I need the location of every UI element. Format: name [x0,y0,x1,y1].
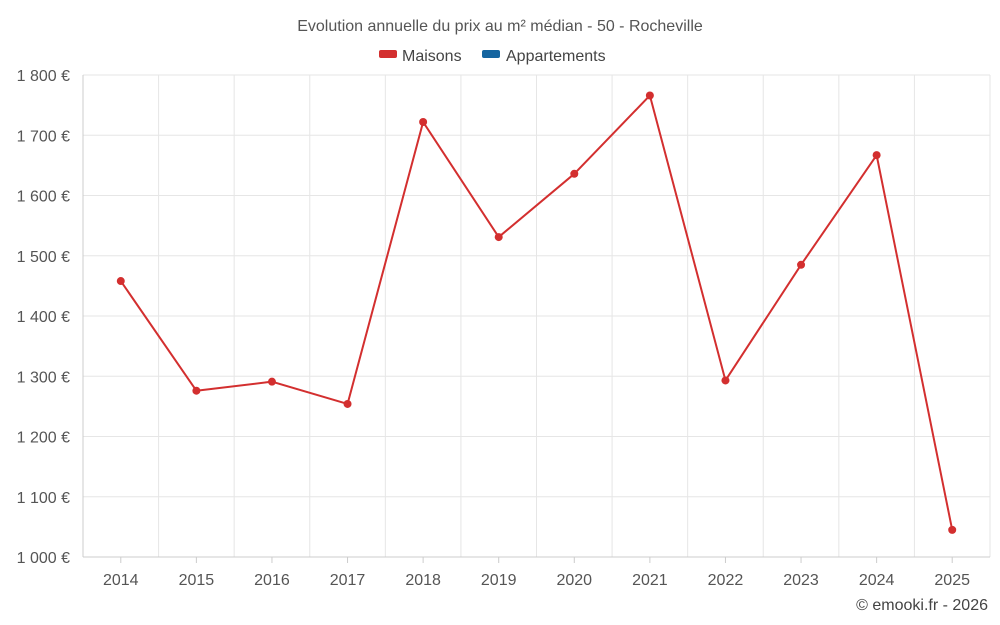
y-tick-label: 1 400 € [17,309,70,326]
y-tick-label: 1 100 € [17,490,70,507]
x-tick-label: 2024 [859,572,895,589]
legend-item-appartements[interactable]: Appartements [482,48,606,65]
legend-item-maisons[interactable]: Maisons [379,48,462,65]
y-tick-label: 1 800 € [17,68,70,85]
x-tick-label: 2015 [179,572,215,589]
y-tick-label: 1 500 € [17,249,70,266]
legend-label-appartements: Appartements [506,48,606,65]
y-axis: 1 000 € 1 100 € 1 200 € 1 300 € 1 400 € 1 500… [17,68,84,567]
x-tick-label: 2025 [934,572,970,589]
legend-label-maisons: Maisons [402,48,462,65]
data-point-maisons[interactable] [419,117,428,126]
data-point-maisons[interactable] [570,169,579,178]
legend-swatch-appartements [482,50,500,58]
data-point-maisons[interactable] [494,233,503,242]
x-tick-label: 2017 [330,572,366,589]
data-point-maisons[interactable] [343,399,352,408]
x-tick-label: 2016 [254,572,290,589]
x-tick-label: 2014 [103,572,139,589]
series-maisons [116,91,957,534]
x-tick-label: 2019 [481,572,517,589]
data-point-maisons[interactable] [721,376,730,385]
data-point-maisons[interactable] [192,386,201,395]
data-point-maisons[interactable] [797,260,806,269]
legend: Maisons Appartements [379,48,606,65]
chart-title: Evolution annuelle du prix au m² médian … [297,18,703,35]
series-line-maisons [119,94,954,531]
x-tick-label: 2022 [708,572,744,589]
y-tick-label: 1 700 € [17,128,70,145]
y-tick-label: 1 200 € [17,430,70,447]
data-point-maisons[interactable] [872,151,881,160]
y-tick-label: 1 600 € [17,189,70,206]
data-point-maisons[interactable] [645,91,654,100]
credit-text: © emooki.fr - 2026 [856,597,988,614]
data-point-maisons[interactable] [948,525,957,534]
data-point-maisons[interactable] [116,277,125,286]
x-tick-label: 2023 [783,572,819,589]
x-tick-label: 2020 [556,572,592,589]
x-tick-label: 2021 [632,572,668,589]
data-point-maisons[interactable] [267,377,276,386]
y-tick-label: 1 300 € [17,369,70,386]
legend-swatch-maisons [379,50,397,58]
grid [82,74,991,558]
x-tick-label: 2018 [405,572,441,589]
y-tick-label: 1 000 € [17,550,70,567]
x-axis: 2014 2015 2016 2017 2018 2019 2020 2021 2022 2023… [83,556,990,589]
